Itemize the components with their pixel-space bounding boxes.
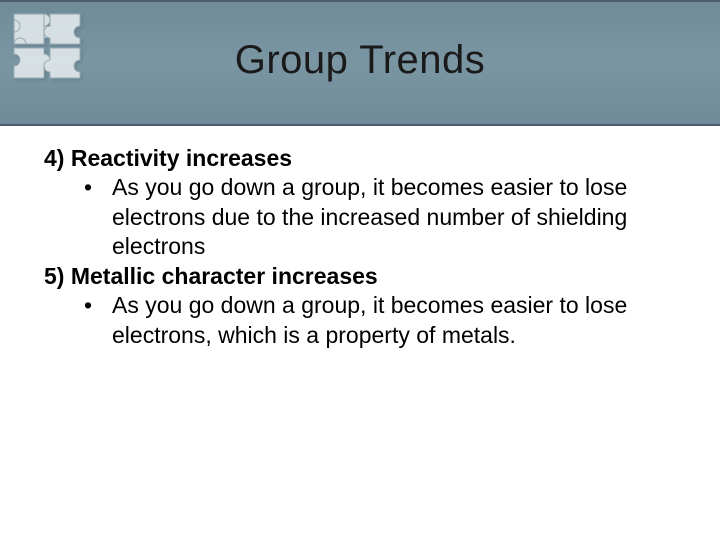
list-item: 5) Metallic character increases • As you… [44, 262, 676, 350]
item-title: Reactivity increases [71, 145, 292, 171]
slide-title: Group Trends [0, 38, 720, 83]
slide: Group Trends 4) Reactivity increases • A… [0, 0, 720, 540]
header-band: Group Trends [0, 0, 720, 126]
list-item: 4) Reactivity increases • As you go down… [44, 144, 676, 262]
bullet-marker: • [84, 173, 112, 261]
bullet-text: As you go down a group, it becomes easie… [112, 291, 676, 350]
header-top-line [0, 0, 720, 2]
bullet-text: As you go down a group, it becomes easie… [112, 173, 676, 261]
bullet-marker: • [84, 291, 112, 350]
item-title: Metallic character increases [71, 263, 378, 289]
item-heading: 5) Metallic character increases [44, 263, 378, 289]
bullet-item: • As you go down a group, it becomes eas… [44, 291, 676, 350]
item-heading: 4) Reactivity increases [44, 145, 292, 171]
bullet-item: • As you go down a group, it becomes eas… [44, 173, 676, 261]
slide-content: 4) Reactivity increases • As you go down… [44, 144, 676, 350]
item-number: 4) [44, 145, 64, 171]
item-number: 5) [44, 263, 64, 289]
